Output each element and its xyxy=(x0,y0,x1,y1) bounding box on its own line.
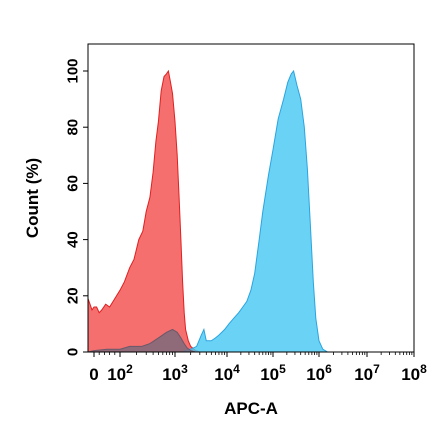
x-tick-label: 103 xyxy=(162,362,188,384)
x-tick-label: 105 xyxy=(260,362,286,384)
histogram-series-1 xyxy=(87,69,200,353)
x-tick-label: 102 xyxy=(107,362,133,384)
y-tick-label: 80 xyxy=(64,119,81,136)
x-tick-label: 107 xyxy=(354,362,380,384)
y-axis-ticks: 0 20 40 60 80 100 xyxy=(64,58,88,356)
y-tick-label: 100 xyxy=(64,58,81,83)
x-tick-label: 104 xyxy=(214,362,240,384)
histogram-series-group xyxy=(87,69,330,353)
x-tick-label: 108 xyxy=(401,362,427,384)
x-axis-ticks: 0 102 103 104 105 106 107 108 xyxy=(89,352,427,384)
x-tick-label: 0 xyxy=(89,365,98,384)
x-axis-label: APC-A xyxy=(224,399,278,418)
histogram-series-2 xyxy=(183,69,330,353)
histogram-series-3 xyxy=(87,328,196,353)
plot-frame xyxy=(87,43,415,353)
y-axis-label: Count (%) xyxy=(23,158,42,238)
y-tick-label: 60 xyxy=(64,175,81,192)
y-tick-label: 20 xyxy=(64,287,81,304)
x-tick-label: 106 xyxy=(306,362,332,384)
y-tick-label: 0 xyxy=(64,348,81,356)
y-tick-label: 40 xyxy=(64,231,81,248)
